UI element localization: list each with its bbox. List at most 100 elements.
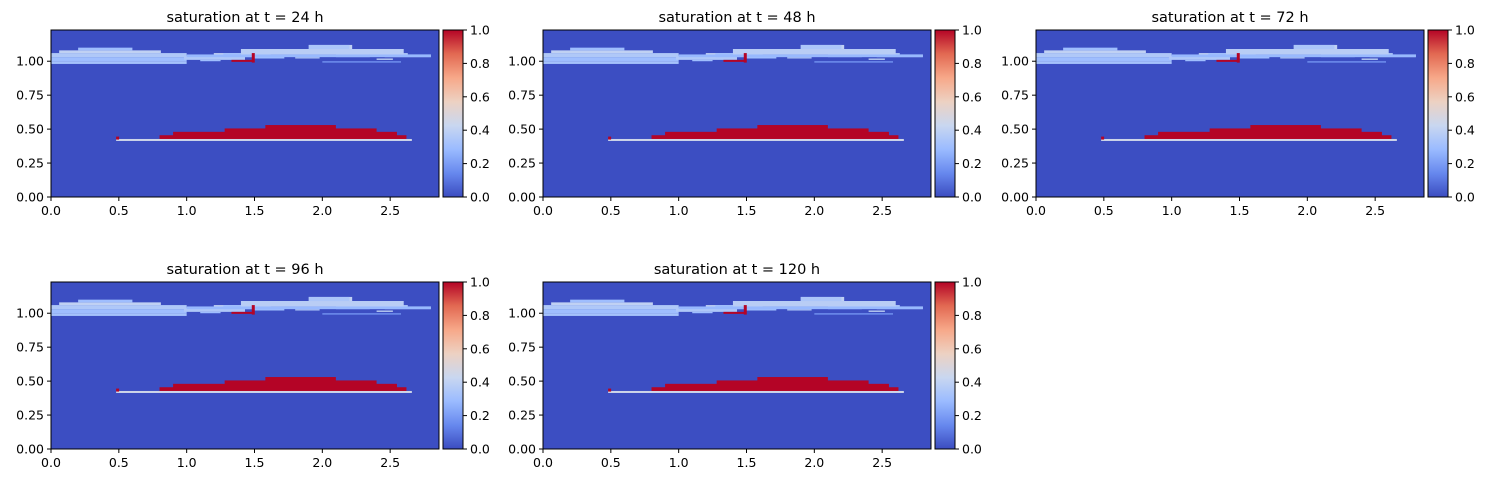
- cap-layer: [570, 299, 625, 303]
- upper-plume-strip: [723, 311, 747, 314]
- colorbar-tick-label: 0.8: [962, 308, 982, 323]
- colorbar-tick-label: 0.0: [962, 190, 982, 205]
- x-axis: 0.0 0.5 1.0 1.5 2.0 2.5: [533, 449, 892, 470]
- upper-cap-region: [51, 296, 431, 316]
- cap-layer: [308, 296, 350, 302]
- cap-layer: [186, 54, 431, 58]
- y-tick-label: 0.50: [16, 374, 44, 389]
- cap-layer: [51, 61, 187, 64]
- x-tick-label: 1.5: [737, 203, 757, 218]
- y-axis: 0.00 0.25 0.50 0.75 1.00: [508, 306, 543, 457]
- y-tick-label: 1.00: [508, 54, 536, 69]
- colorbar-tick-label: 0.6: [470, 341, 490, 356]
- x-tick-label: 1.5: [1230, 203, 1250, 218]
- colorbar-tick-label: 0.6: [1455, 89, 1475, 104]
- cap-layer: [675, 307, 737, 312]
- cap-layer: [51, 309, 187, 314]
- colorbar: 0.0 0.2 0.4 0.6 0.8 1.0: [934, 23, 982, 205]
- cap-layer: [1293, 44, 1335, 50]
- cap-layer: [551, 302, 653, 306]
- plume-step: [1144, 135, 1392, 140]
- upper-plume-region: [231, 53, 255, 63]
- cap-layer: [543, 309, 679, 314]
- colorbar-tick-label: 0.2: [1455, 156, 1475, 171]
- upper-plume-column: [1236, 53, 1240, 63]
- colorbar: 0.0 0.2 0.4 0.6 0.8 1.0: [442, 275, 490, 457]
- panel-3: saturation at t = 72 h 0.0 0.5 1.0 1.5 2.0 2.5…: [1001, 10, 1475, 218]
- cap-layer: [295, 57, 320, 59]
- cap-layer: [1063, 47, 1118, 51]
- x-tick-label: 2.5: [1365, 203, 1385, 218]
- upper-plume-region: [723, 53, 747, 63]
- upper-plume-region: [231, 305, 255, 315]
- colorbar-tick-label: 0.2: [962, 156, 982, 171]
- x-tick-label: 0.0: [41, 455, 61, 470]
- cap-layer: [308, 44, 350, 50]
- cap-layer: [1036, 57, 1172, 62]
- panel-title: saturation at t = 120 h: [654, 262, 820, 278]
- x-tick-label: 0.5: [109, 203, 129, 218]
- cap-layer: [678, 306, 923, 310]
- x-tick-label: 1.5: [737, 455, 757, 470]
- axes-frame: [50, 29, 440, 198]
- y-axis: 0.00 0.25 0.50 0.75 1.00: [508, 54, 543, 205]
- colorbar-tick-label: 0.4: [1455, 123, 1475, 138]
- y-tick-label: 0.50: [508, 374, 536, 389]
- cap-layer: [240, 49, 404, 55]
- x-tick-label: 2.0: [312, 203, 332, 218]
- upper-cap-region: [543, 296, 923, 316]
- cap-layer: [322, 313, 402, 315]
- panel-title: saturation at t = 96 h: [166, 262, 323, 278]
- plume-step: [716, 128, 869, 133]
- colorbar-tick-label: 0.4: [962, 123, 982, 138]
- gas-plume-region: [159, 125, 407, 140]
- cap-layer: [1036, 61, 1172, 64]
- upper-plume-column: [743, 53, 747, 63]
- cap-layer: [376, 58, 393, 60]
- plume-step: [665, 131, 889, 136]
- cap-layer: [543, 61, 679, 64]
- colorbar-tick-label: 0.0: [470, 190, 490, 205]
- cap-layer: [692, 59, 713, 62]
- colorbar-tick-label: 0.4: [470, 375, 490, 390]
- colorbar-gradient: [442, 29, 464, 198]
- plume-step: [173, 383, 397, 388]
- y-axis: 0.00 0.25 0.50 0.75 1.00: [1001, 54, 1036, 205]
- x-axis: 0.0 0.5 1.0 1.5 2.0 2.5: [41, 197, 400, 218]
- x-tick-label: 2.5: [872, 455, 892, 470]
- x-tick-label: 0.0: [533, 455, 553, 470]
- leak-line: [116, 138, 412, 141]
- upper-plume-region: [1216, 53, 1240, 63]
- colorbar-tick-label: 0.6: [470, 89, 490, 104]
- cap-layer: [814, 313, 894, 315]
- colorbar-gradient: [934, 281, 956, 450]
- colorbar: 0.0 0.2 0.4 0.6 0.8 1.0: [442, 23, 490, 205]
- plume-step: [665, 383, 889, 388]
- axes-frame: [1035, 29, 1425, 198]
- upper-plume-region: [723, 305, 747, 315]
- upper-plume-strip: [231, 311, 255, 314]
- cap-layer: [1168, 55, 1230, 60]
- y-tick-label: 0.50: [1001, 122, 1029, 137]
- cap-layer: [800, 296, 842, 302]
- cap-layer: [200, 59, 221, 62]
- x-axis: 0.0 0.5 1.0 1.5 2.0 2.5: [41, 449, 400, 470]
- cap-layer: [51, 305, 187, 310]
- cap-layer: [295, 309, 320, 311]
- leak-line: [116, 390, 412, 393]
- x-tick-label: 2.5: [380, 455, 400, 470]
- cap-layer: [186, 306, 431, 310]
- plume-step: [1209, 128, 1362, 133]
- axes-frame: [50, 281, 440, 450]
- panel-5: saturation at t = 120 h 0.0 0.5 1.0 1.5 2.0 2.…: [508, 262, 982, 470]
- y-tick-label: 1.00: [16, 306, 44, 321]
- plume-step: [159, 387, 407, 392]
- panel-1: saturation at t = 24 h 0.0 0.5 1.0 1.5 2.0 2.5…: [16, 10, 490, 218]
- injection-point: [608, 136, 612, 140]
- x-axis: 0.0 0.5 1.0 1.5 2.0 2.5: [1026, 197, 1385, 218]
- cap-layer: [814, 61, 894, 63]
- leak-line: [608, 138, 904, 141]
- plume-step: [716, 380, 869, 385]
- x-tick-label: 2.0: [1297, 203, 1317, 218]
- panel-4: saturation at t = 96 h 0.0 0.5 1.0 1.5 2.0 2.5…: [16, 262, 490, 470]
